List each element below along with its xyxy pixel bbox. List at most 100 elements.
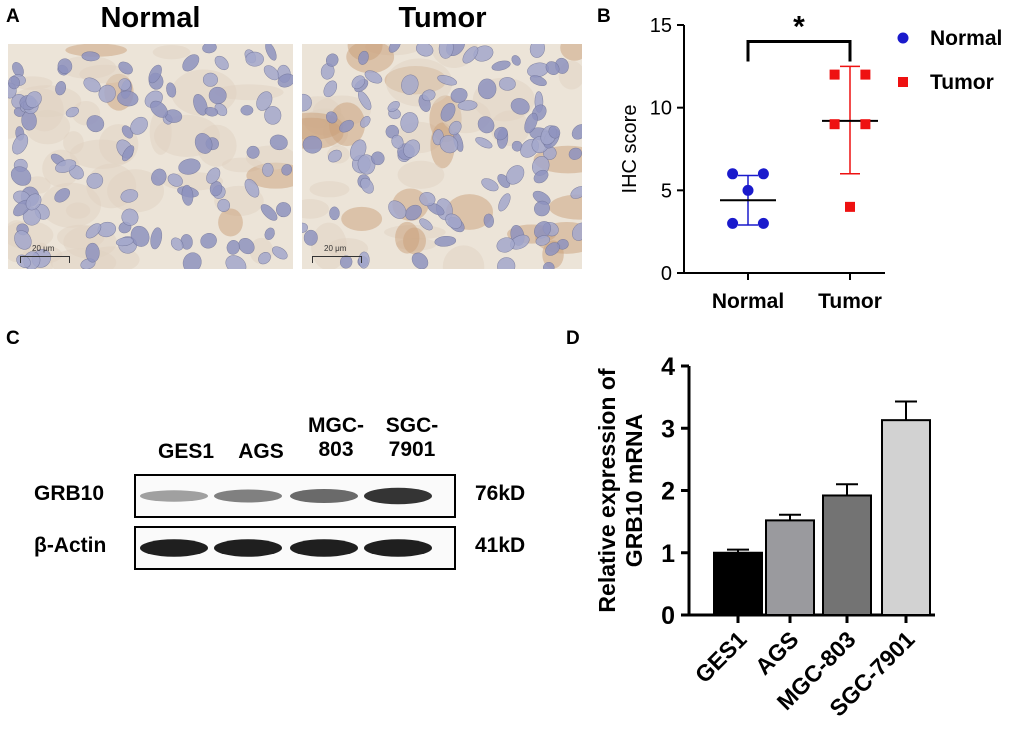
lane-label-mgc803-line1: MGC- xyxy=(308,414,364,437)
cell-nucleus xyxy=(497,257,516,269)
cell-nucleus xyxy=(438,44,454,59)
cell-nucleus xyxy=(150,100,168,118)
cell-nucleus xyxy=(434,235,457,247)
cell-nucleus xyxy=(570,186,582,199)
blot-band xyxy=(290,539,358,557)
cell-nucleus xyxy=(244,178,260,198)
y-axis-label-line2: GRB10 mRNA xyxy=(621,414,647,567)
x-tick-label: Normal xyxy=(712,290,784,313)
cell-nucleus xyxy=(339,119,354,133)
cell-nucleus xyxy=(258,252,271,265)
cell-nucleus xyxy=(524,112,538,134)
cell-nucleus xyxy=(457,100,478,111)
legend-marker xyxy=(897,32,909,44)
cell-nucleus xyxy=(506,165,525,185)
blot-band xyxy=(214,489,282,503)
cell-nucleus xyxy=(276,202,292,218)
cell-nucleus xyxy=(496,237,515,253)
grb10-kd-label: 76kD xyxy=(475,482,526,505)
cell-nucleus xyxy=(545,61,560,75)
cell-nucleus xyxy=(256,91,273,111)
data-point xyxy=(742,184,754,196)
grb10-mrna-chart: 0 1 2 3 4 Relative expression of GRB10 mRNA GES… xyxy=(594,353,935,721)
data-point xyxy=(727,168,739,180)
lane-label-mgc803: MGC- 803 xyxy=(296,414,376,462)
cell-nucleus xyxy=(121,208,139,226)
cell-nucleus xyxy=(545,242,560,256)
cell-nucleus xyxy=(450,88,468,103)
actin-blot xyxy=(134,526,456,570)
cell-nucleus xyxy=(12,133,29,155)
y-tick-label: 15 xyxy=(650,15,672,37)
cell-nucleus xyxy=(8,76,20,90)
normal-micrograph-art xyxy=(8,44,293,269)
lane-label-sgc7901-line1: SGC- xyxy=(385,414,439,437)
cell-nucleus xyxy=(358,251,370,269)
cell-nucleus xyxy=(439,135,459,154)
lane-label-sgc7901: SGC- 7901 xyxy=(372,414,452,462)
cell-nucleus xyxy=(25,91,42,108)
cell-nucleus xyxy=(150,227,163,250)
cell-nucleus xyxy=(202,72,218,87)
blot-band xyxy=(290,489,358,503)
panel-a-letter: A xyxy=(6,6,20,27)
y-tick-label: 3 xyxy=(661,415,675,443)
cell-nucleus xyxy=(325,53,339,67)
cell-nucleus xyxy=(534,221,552,239)
legend-label: Normal xyxy=(930,27,1002,50)
cell-nucleus xyxy=(571,124,582,140)
cell-nucleus xyxy=(182,252,202,269)
y-tick-label: 5 xyxy=(661,180,672,202)
cell-nucleus xyxy=(529,44,545,58)
cell-nucleus xyxy=(166,82,177,98)
lane-label-ags-line1: AGS xyxy=(238,440,284,463)
cell-nucleus xyxy=(264,227,275,240)
cell-nucleus xyxy=(388,200,407,219)
normal-scale-label: 20 μm xyxy=(32,244,55,253)
cell-nucleus xyxy=(400,112,419,133)
x-tick-label: Tumor xyxy=(818,290,882,313)
lane-label-sgc7901-line2: 7901 xyxy=(388,438,436,461)
cell-nucleus xyxy=(499,77,516,91)
cell-nucleus xyxy=(411,252,429,269)
cell-nucleus xyxy=(55,159,77,173)
cell-nucleus xyxy=(535,235,551,246)
cell-nucleus xyxy=(462,46,479,64)
panel-b-letter: B xyxy=(597,6,611,27)
cell-nucleus xyxy=(151,168,167,186)
cell-nucleus xyxy=(350,139,367,161)
cell-nucleus xyxy=(448,120,462,136)
normal-micrograph: 20 μm xyxy=(8,44,293,269)
cell-nucleus xyxy=(202,44,217,54)
cell-nucleus xyxy=(440,102,456,122)
stroma-patch xyxy=(442,245,485,269)
grb10-blot xyxy=(134,474,456,518)
cell-nucleus xyxy=(351,75,366,90)
cell-nucleus xyxy=(54,188,70,203)
cell-nucleus xyxy=(81,51,100,62)
cell-nucleus xyxy=(263,65,280,81)
lane-label-ags: AGS xyxy=(222,440,300,464)
stroma-patch xyxy=(50,248,117,269)
y-axis-label: IHC score xyxy=(619,105,641,194)
cell-nucleus xyxy=(391,134,404,149)
cell-nucleus xyxy=(118,61,133,75)
cell-nucleus xyxy=(130,116,148,135)
cell-nucleus xyxy=(226,240,240,255)
blot-band xyxy=(364,487,432,505)
lane-label-ges1-line1: GES1 xyxy=(157,440,215,463)
cell-nucleus xyxy=(117,90,139,107)
y-tick-label: 10 xyxy=(650,98,672,120)
cell-nucleus xyxy=(357,90,372,111)
cell-nucleus xyxy=(121,145,135,162)
cell-nucleus xyxy=(238,238,255,255)
bar xyxy=(713,551,763,616)
significance-marker: * xyxy=(793,11,805,44)
cell-nucleus xyxy=(329,206,340,221)
blot-band xyxy=(214,539,282,557)
cell-nucleus xyxy=(371,151,385,166)
cell-nucleus xyxy=(246,145,260,159)
cell-nucleus xyxy=(325,111,338,124)
stroma-patch xyxy=(560,44,582,61)
cell-nucleus xyxy=(481,178,499,192)
